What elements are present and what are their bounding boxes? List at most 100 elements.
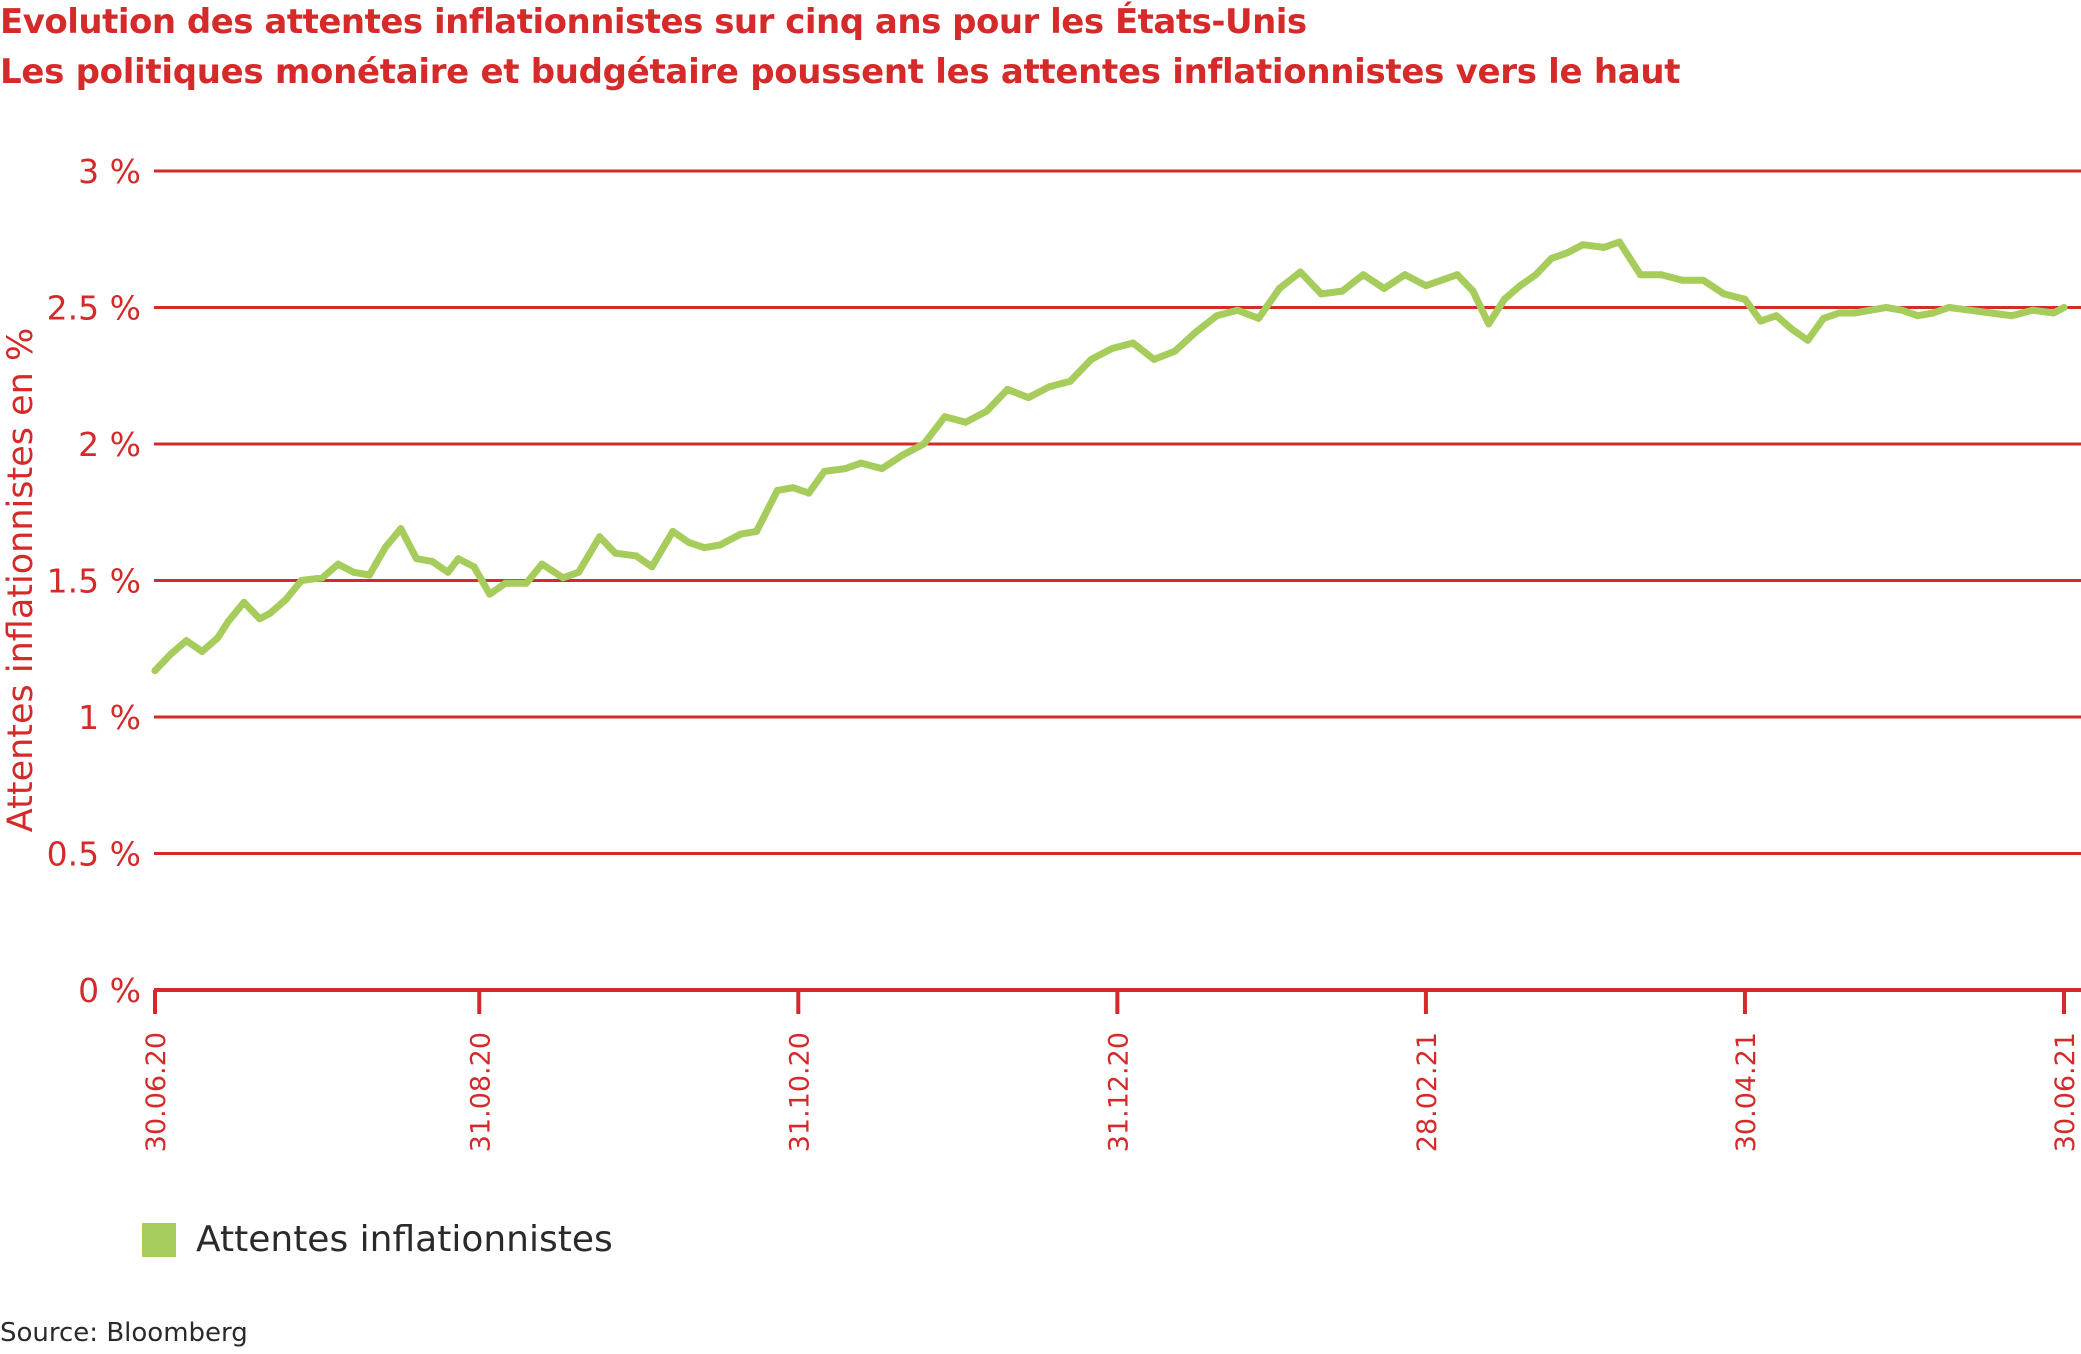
data-point bbox=[842, 465, 849, 472]
data-point bbox=[1820, 315, 1827, 322]
data-point bbox=[152, 667, 159, 674]
line-chart: 0 %0.5 %1 %1.5 %2 %2.5 %3 % 30.06.20 31.0… bbox=[0, 0, 2081, 1300]
data-point bbox=[397, 525, 404, 532]
data-point bbox=[879, 465, 886, 472]
data-point bbox=[225, 618, 232, 625]
legend-swatch bbox=[142, 1223, 176, 1257]
data-point bbox=[1987, 310, 1994, 317]
data-point bbox=[455, 555, 462, 562]
data-point bbox=[1616, 239, 1623, 246]
gridlines bbox=[154, 171, 2081, 854]
data-point bbox=[1564, 249, 1571, 256]
data-point bbox=[1579, 241, 1586, 248]
data-point bbox=[941, 413, 948, 420]
x-tick-label: 31.12.20 bbox=[1103, 1032, 1134, 1152]
data-point bbox=[1700, 277, 1707, 284]
data-point bbox=[1151, 356, 1158, 363]
data-point bbox=[633, 552, 640, 559]
data-point bbox=[1867, 307, 1874, 314]
data-point bbox=[1966, 307, 1973, 314]
data-point bbox=[737, 531, 744, 538]
legend-label: Attentes inflationnistes bbox=[196, 1219, 613, 1260]
data-point bbox=[1532, 271, 1539, 278]
data-point bbox=[350, 569, 357, 576]
y-axis-label: Attentes inflationnistes en % bbox=[1, 328, 41, 832]
data-point bbox=[821, 468, 828, 475]
x-tick-label: 30.06.20 bbox=[141, 1032, 172, 1152]
data-point bbox=[1192, 329, 1199, 336]
data-point bbox=[1742, 296, 1749, 303]
data-point bbox=[962, 419, 969, 426]
data-point bbox=[366, 572, 373, 579]
legend: Attentes inflationnistes bbox=[142, 1219, 613, 1260]
data-point bbox=[214, 634, 221, 641]
data-point bbox=[267, 610, 274, 617]
data-point bbox=[805, 490, 812, 497]
data-point bbox=[2050, 310, 2057, 317]
data-point bbox=[1679, 277, 1686, 284]
data-point bbox=[1914, 312, 1921, 319]
data-point bbox=[1789, 326, 1796, 333]
data-point bbox=[2061, 304, 2068, 311]
data-point bbox=[167, 651, 174, 658]
data-point bbox=[669, 528, 676, 535]
data-point bbox=[2029, 307, 2036, 314]
data-point bbox=[1276, 285, 1283, 292]
data-point bbox=[183, 637, 190, 644]
source-note: Source: Bloomberg bbox=[0, 1318, 248, 1348]
data-point bbox=[1851, 310, 1858, 317]
data-point bbox=[858, 460, 865, 467]
data-point bbox=[1930, 310, 1937, 317]
data-point bbox=[560, 574, 567, 581]
x-tick-label: 28.02.21 bbox=[1412, 1032, 1443, 1152]
data-point bbox=[1109, 345, 1116, 352]
x-axis: 30.06.20 31.08.20 31.10.20 31.12.20 28.02.21… bbox=[141, 990, 2081, 1152]
data-point bbox=[1454, 271, 1461, 278]
data-point bbox=[899, 451, 906, 458]
data-point bbox=[382, 544, 389, 551]
data-point bbox=[1485, 320, 1492, 327]
data-point bbox=[753, 528, 760, 535]
data-point bbox=[1067, 378, 1074, 385]
data-point bbox=[1381, 285, 1388, 292]
data-point bbox=[983, 408, 990, 415]
data-point bbox=[1658, 271, 1665, 278]
data-point bbox=[1773, 312, 1780, 319]
data-point bbox=[1836, 310, 1843, 317]
data-point bbox=[1360, 271, 1367, 278]
x-tick-label: 30.06.21 bbox=[2050, 1032, 2081, 1152]
data-point bbox=[199, 648, 206, 655]
data-point bbox=[1088, 356, 1095, 363]
data-point bbox=[256, 615, 263, 622]
x-tick-label: 30.04.21 bbox=[1731, 1032, 1762, 1152]
data-point bbox=[612, 550, 619, 557]
data-point bbox=[502, 580, 509, 587]
y-tick-label: 3 % bbox=[78, 152, 141, 191]
y-tick-label: 2.5 % bbox=[47, 289, 141, 328]
data-point bbox=[1637, 271, 1644, 278]
data-point bbox=[1945, 304, 1952, 311]
data-point bbox=[790, 484, 797, 491]
data-point bbox=[1600, 244, 1607, 251]
data-point bbox=[1234, 307, 1241, 314]
y-tick-label: 0 % bbox=[78, 971, 141, 1010]
data-point bbox=[240, 599, 247, 606]
data-point bbox=[319, 574, 326, 581]
data-point bbox=[1804, 337, 1811, 344]
data-point bbox=[298, 577, 305, 584]
data-point bbox=[1402, 271, 1409, 278]
data-point bbox=[523, 580, 530, 587]
data-point bbox=[774, 487, 781, 494]
data-point bbox=[486, 591, 493, 598]
x-tick-label: 31.08.20 bbox=[465, 1032, 496, 1152]
data-point bbox=[1297, 269, 1304, 276]
data-point bbox=[1422, 282, 1429, 289]
data-point bbox=[1171, 348, 1178, 355]
data-point bbox=[1339, 288, 1346, 295]
data-point bbox=[444, 569, 451, 576]
data-point bbox=[1213, 312, 1220, 319]
y-tick-label: 0.5 % bbox=[47, 835, 141, 874]
data-point bbox=[1757, 318, 1764, 325]
y-tick-label: 1.5 % bbox=[47, 562, 141, 601]
data-point bbox=[335, 561, 342, 568]
